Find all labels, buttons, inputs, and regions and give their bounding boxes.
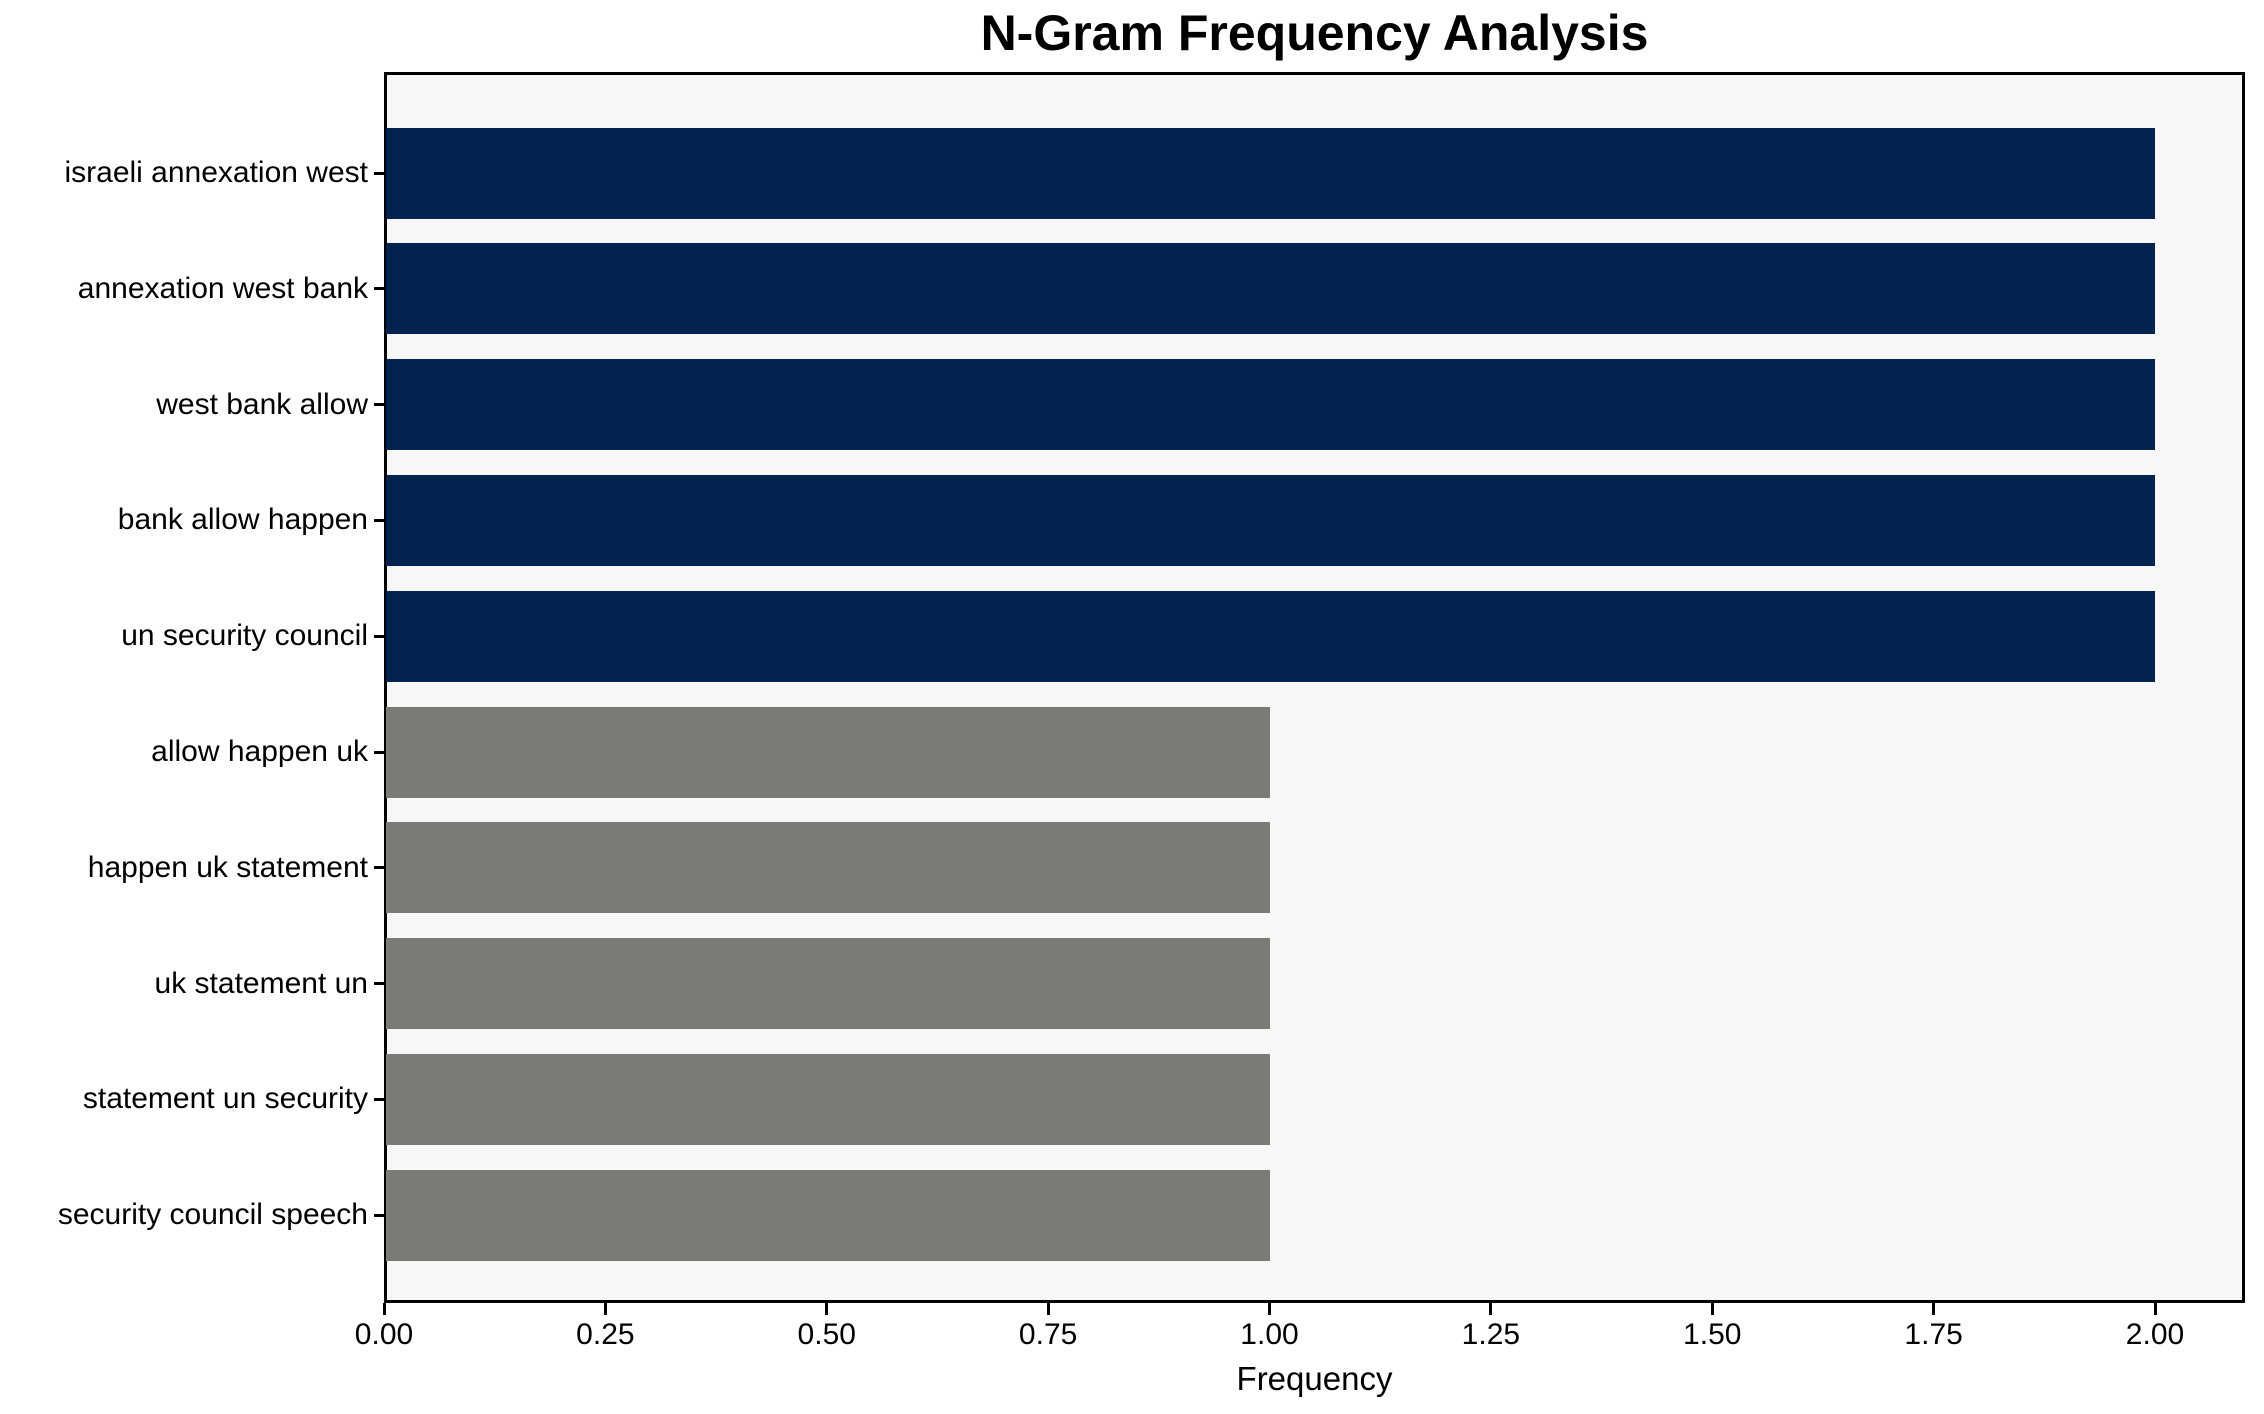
- y-tick-label: security council speech: [57, 1198, 368, 1232]
- x-tick-mark: [1046, 1303, 1050, 1315]
- bar: [386, 706, 1270, 798]
- bar: [386, 359, 2155, 451]
- x-tick-label: 0.50: [797, 1318, 856, 1351]
- x-tick-mark: [1710, 1303, 1714, 1315]
- x-tick-label: 0.25: [576, 1318, 635, 1351]
- y-tick-label: israeli annexation west: [64, 156, 368, 189]
- y-tick-mark: [374, 982, 384, 986]
- y-tick-mark: [374, 750, 384, 754]
- x-tick-label: 0.00: [354, 1318, 414, 1351]
- bar: [386, 938, 1270, 1030]
- x-tick-mark: [382, 1303, 386, 1315]
- y-tick-label: annexation west bank: [77, 271, 368, 305]
- x-tick-mark: [825, 1303, 829, 1315]
- y-tick-mark: [374, 1213, 384, 1217]
- x-tick-label: 1.00: [1240, 1318, 1299, 1351]
- bar: [386, 590, 2155, 682]
- y-tick-label: happen uk statement: [87, 850, 368, 884]
- x-tick-mark: [603, 1303, 607, 1315]
- y-tick-mark: [374, 287, 384, 291]
- x-tick-mark: [1489, 1303, 1493, 1315]
- chart-title: N-Gram Frequency Analysis: [980, 5, 1649, 61]
- y-tick-label: bank allow happen: [117, 503, 368, 537]
- y-tick-mark: [374, 1097, 384, 1101]
- y-tick-mark: [374, 634, 384, 638]
- x-tick-mark: [2153, 1303, 2157, 1315]
- x-tick-label: 2.00: [2125, 1318, 2185, 1351]
- bar: [386, 474, 2155, 566]
- y-tick-mark: [374, 866, 384, 870]
- x-tick-label: 1.25: [1461, 1318, 1521, 1351]
- y-tick-label: uk statement un: [154, 966, 368, 1000]
- y-tick-mark: [374, 171, 384, 175]
- x-tick-label: 1.75: [1904, 1318, 1963, 1351]
- bar: [386, 243, 2155, 335]
- y-tick-label: un security council: [121, 619, 368, 653]
- x-tick-mark: [1268, 1303, 1271, 1315]
- bar: [386, 127, 2155, 219]
- y-tick-label: statement un security: [82, 1082, 368, 1116]
- x-tick-label: 1.50: [1683, 1318, 1742, 1351]
- bar: [386, 1053, 1270, 1145]
- y-tick-mark: [374, 518, 384, 522]
- x-tick-label: 0.75: [1018, 1318, 1078, 1351]
- bar: [386, 822, 1270, 914]
- y-tick-mark: [374, 403, 384, 407]
- x-tick-mark: [1932, 1303, 1936, 1315]
- y-tick-label: west bank allow: [156, 387, 368, 421]
- bar: [386, 1169, 1270, 1261]
- x-axis-label: Frequency: [1236, 1360, 1393, 1397]
- y-tick-label: allow happen uk: [151, 735, 368, 768]
